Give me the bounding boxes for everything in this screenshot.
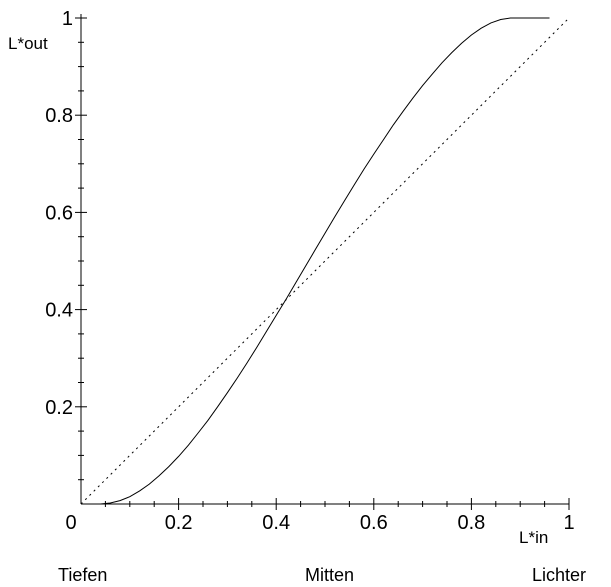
x-tick-label: 0.2: [165, 512, 193, 534]
zone-label-midtones: Mitten: [305, 565, 354, 585]
x-tick-label: 1: [563, 512, 574, 534]
zone-label-highlights: Lichter: [532, 565, 586, 585]
tone-curve-line: [100, 17, 550, 505]
y-axis-title: L*out: [8, 34, 48, 53]
zone-label-shadows: Tiefen: [58, 565, 107, 585]
x-tick-label: 0: [65, 512, 76, 534]
x-tick-label: 0.8: [457, 512, 485, 534]
y-tick-label: 1: [62, 8, 73, 30]
reference-diagonal-line: [80, 17, 570, 505]
y-tick-label: 0.6: [45, 202, 73, 224]
ticks: [75, 17, 570, 510]
y-tick-label: 0.8: [45, 105, 73, 127]
tick-labels: 0 0.2 0.4 0.6 0.8 1 0.2 0.4 0.6 0.8 1: [45, 8, 574, 534]
x-tick-label: 0.6: [360, 512, 388, 534]
y-tick-label: 0.4: [45, 300, 73, 322]
x-axis-title: L*in: [519, 528, 548, 547]
y-tick-label: 0.2: [45, 397, 73, 419]
x-tick-label: 0.4: [262, 512, 290, 534]
series-layer: [80, 17, 570, 505]
